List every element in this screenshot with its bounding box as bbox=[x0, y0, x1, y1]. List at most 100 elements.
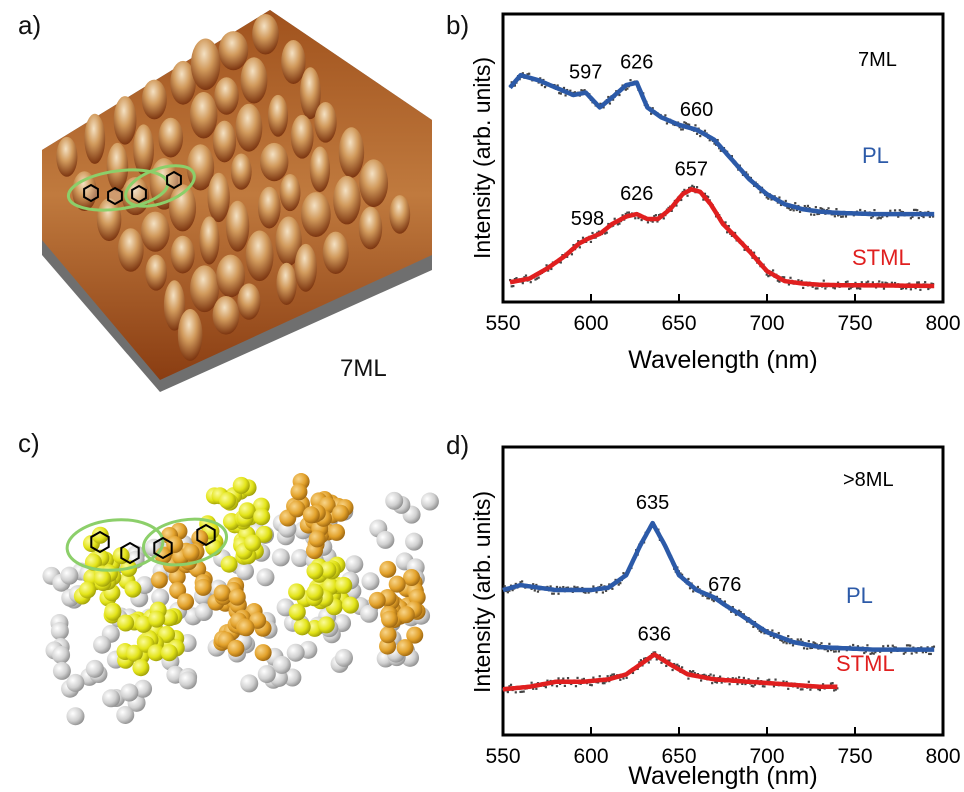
raw-data-point bbox=[747, 678, 750, 681]
raw-data-point bbox=[819, 207, 822, 210]
raw-data-point bbox=[604, 589, 608, 592]
raw-data-point bbox=[807, 640, 810, 643]
raw-data-point bbox=[570, 253, 574, 256]
raw-data-point bbox=[909, 217, 912, 220]
afm-bump bbox=[333, 175, 361, 225]
afm-bump bbox=[267, 94, 289, 137]
afm-bump bbox=[56, 136, 78, 177]
xtick-label: 800 bbox=[925, 745, 960, 768]
chart-d-series bbox=[502, 520, 935, 692]
raw-data-point bbox=[871, 281, 874, 284]
raw-data-point bbox=[522, 690, 525, 693]
raw-data-point bbox=[916, 209, 919, 212]
raw-data-point bbox=[709, 673, 712, 676]
peak-label: 626 bbox=[620, 52, 653, 74]
afm-bump bbox=[214, 77, 239, 115]
raw-data-point bbox=[890, 651, 893, 654]
raw-data-point bbox=[833, 650, 836, 653]
raw-data-point bbox=[626, 87, 629, 90]
raw-data-point bbox=[789, 208, 792, 211]
xtick-label: 650 bbox=[661, 745, 696, 768]
chart-b-series bbox=[508, 72, 935, 289]
raw-data-point bbox=[687, 677, 690, 680]
raw-data-point bbox=[855, 287, 859, 290]
atom-sphere bbox=[166, 536, 184, 554]
atom-sphere bbox=[79, 581, 97, 599]
raw-data-point bbox=[849, 287, 852, 290]
raw-data-point bbox=[711, 598, 714, 601]
raw-data-point bbox=[904, 651, 907, 654]
xtick-label: 650 bbox=[661, 312, 696, 335]
raw-data-point bbox=[761, 685, 764, 688]
chart-d: 550 600 650 700 750 800 Wavelength (nm) Inten… bbox=[469, 445, 961, 790]
raw-data-point bbox=[820, 642, 823, 645]
raw-data-point bbox=[654, 651, 657, 654]
peak-label: 636 bbox=[638, 624, 671, 646]
afm-bump bbox=[294, 243, 317, 292]
raw-data-point bbox=[569, 89, 572, 92]
raw-data-point bbox=[750, 684, 753, 687]
atom-sphere bbox=[288, 583, 306, 601]
raw-data-point bbox=[692, 590, 695, 593]
hexagon-icon bbox=[90, 530, 110, 554]
hexagon-icon bbox=[166, 170, 182, 190]
raw-data-point bbox=[766, 679, 769, 682]
raw-data-point bbox=[854, 281, 857, 284]
raw-data-point bbox=[581, 236, 585, 239]
atom-sphere bbox=[379, 560, 397, 578]
atom-sphere bbox=[396, 639, 414, 657]
raw-data-point bbox=[867, 280, 870, 283]
atom-sphere bbox=[85, 659, 104, 678]
raw-data-point bbox=[595, 591, 598, 594]
raw-data-point bbox=[607, 95, 610, 99]
raw-data-point bbox=[787, 207, 791, 210]
raw-data-point bbox=[589, 683, 592, 686]
afm-bump bbox=[230, 153, 252, 190]
raw-data-point bbox=[824, 287, 827, 290]
chart-b-sample-label: 7ML bbox=[858, 49, 897, 71]
raw-data-point bbox=[589, 240, 593, 243]
atom-sphere bbox=[253, 508, 271, 526]
raw-data-point bbox=[743, 248, 746, 251]
model-ellipse-right bbox=[141, 517, 229, 567]
afm-bump bbox=[163, 280, 186, 331]
atom-sphere bbox=[160, 644, 178, 662]
raw-data-point bbox=[607, 222, 610, 226]
raw-data-point bbox=[893, 646, 896, 649]
afm-bump bbox=[359, 159, 389, 207]
chart-d-xticks: 550 600 650 700 750 800 bbox=[485, 727, 961, 768]
chart-b-ylabel: Intensity (arb. units) bbox=[469, 57, 495, 259]
raw-data-point bbox=[901, 287, 905, 290]
raw-data-point bbox=[690, 671, 693, 674]
raw-data-point bbox=[597, 230, 600, 233]
raw-data-point bbox=[680, 198, 683, 202]
raw-data-point bbox=[882, 645, 885, 648]
model-ellipse-left bbox=[65, 518, 165, 572]
afm-bump bbox=[259, 142, 289, 182]
raw-data-point bbox=[844, 215, 848, 218]
raw-data-point bbox=[797, 279, 800, 282]
raw-data-point bbox=[688, 123, 691, 126]
atom-sphere bbox=[93, 635, 112, 654]
raw-data-point bbox=[768, 678, 771, 681]
raw-data-point bbox=[836, 214, 840, 217]
raw-data-point bbox=[651, 107, 654, 110]
raw-data-point bbox=[555, 685, 559, 688]
atom-sphere bbox=[132, 659, 150, 677]
afm-bump bbox=[106, 142, 129, 192]
raw-data-point bbox=[684, 122, 688, 125]
atom-sphere bbox=[361, 572, 380, 591]
hexagon-icon bbox=[120, 541, 140, 565]
raw-data-point bbox=[891, 644, 894, 647]
raw-data-point bbox=[799, 638, 802, 641]
raw-data-point bbox=[834, 688, 837, 691]
raw-data-point bbox=[818, 688, 821, 692]
afm-bump bbox=[279, 174, 301, 212]
atom-sphere bbox=[194, 578, 212, 596]
series-line-stml bbox=[509, 187, 935, 289]
afm-bump bbox=[190, 265, 220, 313]
raw-data-point bbox=[927, 287, 930, 291]
raw-data-point bbox=[676, 663, 679, 666]
raw-data-point bbox=[621, 214, 624, 217]
raw-data-point bbox=[573, 585, 576, 588]
